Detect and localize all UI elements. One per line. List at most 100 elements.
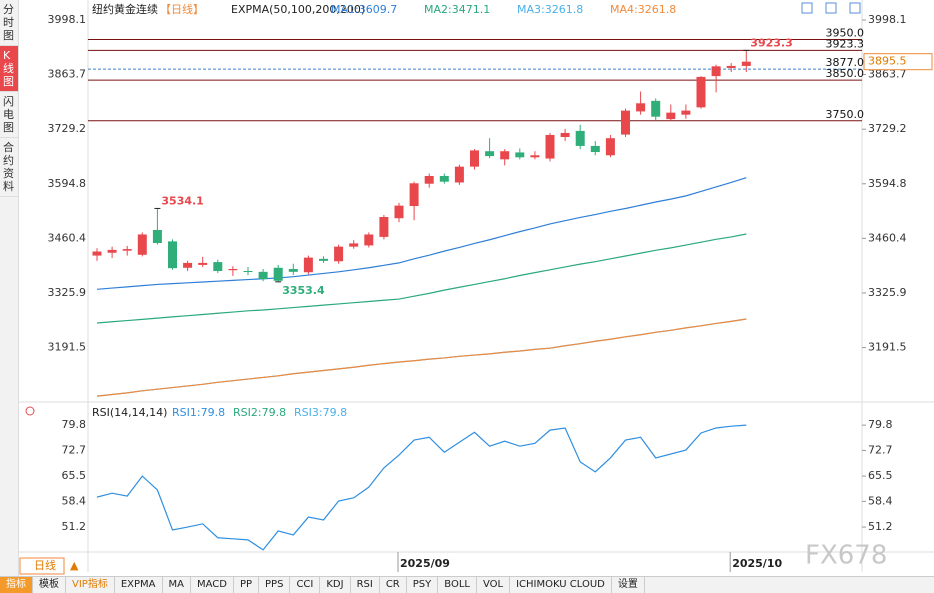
line: [96, 177, 747, 290]
candle-body: [439, 175, 449, 182]
candle-body: [590, 145, 600, 153]
candle-body: [605, 138, 615, 156]
annotation: 3353.4: [282, 284, 325, 297]
toolbar-item[interactable]: PSY: [407, 577, 439, 593]
y-tick-label: 3460.4: [48, 231, 87, 244]
chart: 纽约黄金连续 【日线】 EXPMA(50,100,200,200) RSI(14…: [18, 0, 934, 575]
y-tick-label: 51.2: [62, 520, 87, 533]
candle-body: [530, 155, 540, 158]
tab[interactable]: K线图: [0, 46, 18, 92]
y-tick-label: 3460.4: [868, 231, 907, 244]
y-tick-label: 3863.7: [868, 68, 907, 81]
icon[interactable]: [25, 406, 35, 416]
y-tick-label: 72.7: [62, 443, 87, 456]
y-tick-label: 79.8: [62, 418, 87, 431]
icon[interactable]: [801, 2, 813, 14]
candle-body: [575, 130, 585, 146]
candle-body: [470, 150, 479, 167]
candle-body: [636, 103, 646, 112]
candle-body: [409, 183, 419, 207]
candle-body: [243, 271, 253, 273]
y-tick-label: 3998.1: [48, 13, 87, 26]
candle-body: [122, 249, 132, 251]
current-price: 3895.5: [868, 55, 907, 68]
icon[interactable]: [825, 2, 837, 14]
toolbar-item[interactable]: EXPMA: [115, 577, 163, 593]
y-tick-label: 3191.5: [868, 341, 907, 354]
candle-body: [696, 76, 706, 108]
legend-entry: RSI1:79.8: [172, 406, 225, 419]
y-tick-label: 79.8: [868, 418, 893, 431]
candle-body: [515, 152, 525, 158]
candle-body: [273, 267, 283, 281]
tab[interactable]: 分时图: [0, 0, 18, 46]
candle-body: [213, 262, 223, 272]
y-tick-label: 3594.8: [48, 177, 87, 190]
y-tick-label: 3729.2: [868, 122, 907, 135]
toolbar-item[interactable]: CR: [380, 577, 407, 593]
candle-body: [319, 258, 328, 261]
level-label: 3877.0: [826, 56, 865, 69]
legend-entry: MA3:3261.8: [517, 3, 583, 16]
toolbar-item[interactable]: PP: [234, 577, 260, 593]
icon[interactable]: [849, 2, 861, 14]
candle-body: [621, 110, 630, 135]
toolbar-item[interactable]: KDJ: [320, 577, 351, 593]
candle-body: [364, 234, 374, 246]
candle-body: [92, 251, 102, 256]
toolbar-item[interactable]: 设置: [612, 577, 645, 593]
candle-body: [681, 110, 691, 115]
toolbar-item[interactable]: 模板: [33, 577, 66, 593]
candle-body: [137, 234, 147, 255]
tab[interactable]: 合约资料: [0, 138, 18, 197]
candle-body: [379, 217, 389, 237]
legend-entry: MA4:3261.8: [610, 3, 676, 16]
candle-body: [485, 151, 495, 157]
toolbar-item[interactable]: BOLL: [438, 577, 477, 593]
level-label: 3850.0: [826, 67, 865, 80]
y-tick-label: 3729.2: [48, 122, 87, 135]
y-tick-label: 65.5: [62, 469, 87, 482]
candle-body: [666, 112, 676, 120]
candle-body: [726, 65, 736, 68]
candle-body: [168, 241, 177, 269]
candle-body: [288, 268, 298, 272]
candle-body: [183, 262, 193, 268]
toolbar-item[interactable]: MA: [163, 577, 191, 593]
toolbar-item[interactable]: VIP指标: [66, 577, 115, 593]
left-tabs: 分时图 K线图 闪电图 合约资料: [0, 0, 19, 576]
y-tick-label: 3594.8: [868, 177, 907, 190]
level-label: 3923.3: [826, 37, 865, 50]
line: [96, 424, 747, 551]
toolbar-item[interactable]: RSI: [351, 577, 380, 593]
level-label: 3950.0: [826, 27, 865, 40]
candle-body: [454, 166, 464, 183]
period-tab-label: 日线: [34, 558, 56, 572]
y-tick-label: 3325.9: [868, 286, 907, 299]
period-tab[interactable]: [19, 557, 65, 575]
y-tick-label: 58.4: [868, 494, 893, 507]
toolbar-item[interactable]: VOL: [477, 577, 511, 593]
candle-body: [560, 132, 570, 138]
y-tick-label: 3325.9: [48, 286, 87, 299]
y-tick-label: 3191.5: [48, 341, 87, 354]
level-label: 3750.0: [826, 108, 865, 121]
candle-body: [394, 205, 404, 219]
toolbar-item[interactable]: PPS: [259, 577, 291, 593]
toolbar-item[interactable]: CCI: [290, 577, 321, 593]
line: [96, 318, 747, 397]
y-tick-label: 72.7: [868, 443, 893, 456]
toolbar-item[interactable]: 指标: [0, 577, 33, 593]
legend-entry: RSI2:79.8: [233, 406, 286, 419]
toolbar-item[interactable]: MACD: [191, 577, 234, 593]
price-box: [863, 53, 933, 71]
candle-body: [228, 268, 238, 271]
toolbar-item[interactable]: ICHIMOKU CLOUD: [510, 577, 612, 593]
rsi-title: RSI(14,14,14): [92, 406, 167, 419]
x-tick-label: 2025/09: [400, 557, 450, 570]
annotation: 3923.3: [750, 36, 792, 49]
x-tick-label: 2025/10: [732, 557, 782, 570]
tab[interactable]: 闪电图: [0, 92, 18, 138]
candle-body: [500, 151, 510, 160]
y-tick-label: 65.5: [868, 469, 893, 482]
